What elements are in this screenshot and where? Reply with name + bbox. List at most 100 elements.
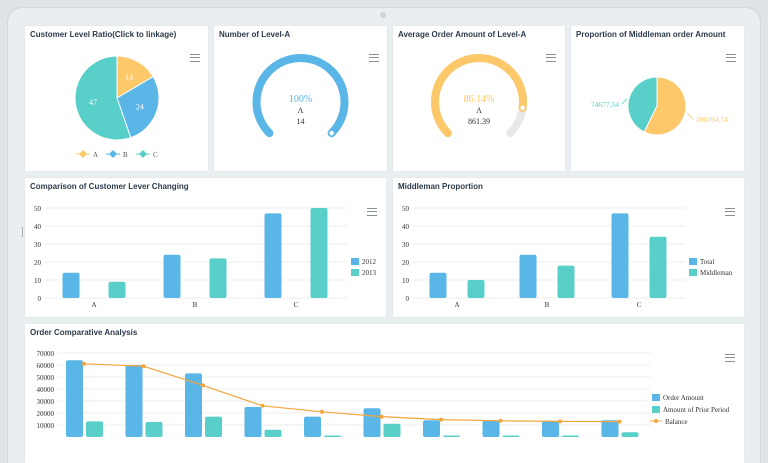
bar-prior-period-10: [621, 432, 639, 437]
balance-point-1: [82, 361, 86, 366]
y-tick-label: 40: [34, 223, 42, 231]
y-tick-label: 60000: [37, 362, 55, 370]
x-tick-label: C: [637, 301, 642, 309]
bar-total-a: [429, 272, 447, 298]
legend-swatch: [652, 406, 660, 413]
panel-title: Middleman Proportion: [398, 182, 483, 191]
bar-order-amount-1: [66, 360, 83, 437]
x-tick-label: B: [193, 301, 198, 309]
legend-label: B: [123, 151, 128, 159]
legend-label: Middleman: [700, 269, 733, 277]
y-tick-label: 70000: [37, 350, 55, 358]
legend-swatch: [689, 269, 697, 276]
bar-prior-period-4: [264, 429, 282, 437]
panel-title: Comparison of Customer Lever Changing: [30, 182, 189, 191]
balance-point-3: [201, 383, 205, 388]
y-tick-label: 20: [34, 259, 42, 267]
panel-middleman-proportion: Middleman Proportion 0 10 20 30 40 50 A B C Total…: [393, 178, 744, 317]
y-tick-label: 20: [402, 259, 410, 267]
middleman-amount-pie[interactable]: 74677.54 100194.74: [571, 26, 744, 171]
camera-dot: [380, 12, 386, 18]
y-tick-label: 50: [34, 205, 42, 213]
y-tick-label: 0: [38, 295, 42, 303]
gauge-percent: 86.14%: [464, 94, 495, 105]
menu-icon[interactable]: [726, 54, 736, 62]
bar-prior-period-1: [86, 421, 103, 437]
menu-icon[interactable]: [725, 208, 735, 216]
gauge-name: A: [298, 106, 304, 115]
pie-slice: [627, 76, 658, 133]
y-tick-label: 10000: [37, 422, 55, 430]
gauge-value: 861.39: [468, 117, 490, 126]
panel-title: Number of Level-A: [219, 30, 291, 39]
bar-total-c: [611, 213, 629, 298]
menu-icon[interactable]: [369, 54, 379, 62]
legend-label: C: [153, 151, 158, 159]
bar-prior-period-7: [443, 435, 460, 437]
panel-number-level-a: Number of Level-A 100% A 14: [214, 26, 387, 171]
x-tick-label: C: [294, 301, 299, 309]
x-tick-label: B: [545, 301, 550, 309]
y-tick-label: 40000: [37, 386, 55, 394]
panel-order-comparative-analysis: Order Comparative Analysis 10000 20000 300…: [25, 324, 744, 463]
bar-middleman-a: [467, 280, 485, 298]
customer-lever-bar-chart[interactable]: 0 10 20 30 40 50 A B C 2012 2013: [25, 178, 386, 317]
y-tick-label: 50: [402, 205, 410, 213]
pie-data-label: 47: [89, 98, 97, 107]
balance-point-9: [558, 419, 562, 424]
bar-order-amount-4: [244, 407, 262, 437]
balance-point-10: [617, 419, 622, 424]
bar-order-amount-3: [185, 373, 202, 437]
balance-point-8: [498, 418, 503, 423]
legend-swatch: [351, 269, 359, 276]
bar-prior-period-3: [205, 416, 222, 437]
panel-title: Order Comparative Analysis: [30, 328, 138, 337]
bar-order-amount-9: [542, 420, 559, 437]
panel-title: Average Order Amount of Level-A: [398, 30, 527, 39]
legend-swatch: [689, 258, 697, 265]
bar-total-b: [519, 254, 537, 298]
menu-icon[interactable]: [725, 354, 735, 362]
pie-slice-b: [116, 75, 160, 139]
x-tick-label: A: [91, 301, 96, 309]
menu-icon[interactable]: [190, 54, 200, 62]
middleman-bar-chart[interactable]: 0 10 20 30 40 50 A B C Total Middleman: [393, 178, 744, 317]
legend-label: 2012: [362, 258, 377, 266]
menu-icon[interactable]: [367, 208, 377, 216]
legend-label: Balance: [665, 418, 688, 426]
y-tick-label: 50000: [37, 374, 55, 382]
legend-swatch: [652, 394, 660, 401]
number-gauge: 100%A 14: [252, 54, 349, 138]
gauge-name: A: [476, 106, 482, 115]
gauge-percent: 100%: [289, 94, 312, 105]
bar-middleman-b: [557, 265, 575, 298]
legend-label: Amount of Prior Period: [663, 406, 730, 414]
bar-prior-period-5: [324, 435, 341, 437]
order-combo-chart[interactable]: 10000200003000040000500006000070000Order…: [25, 324, 744, 463]
bar-order-amount-5: [304, 416, 321, 437]
bar-prior-period-8: [502, 435, 520, 437]
pie-data-label: 74677.54: [591, 100, 619, 109]
y-tick-label: 30: [402, 241, 410, 249]
balance-point-5: [320, 409, 324, 414]
pie-label-line: [621, 98, 628, 105]
pie-slice-c: [74, 55, 132, 141]
legend-swatch: [351, 258, 359, 265]
balance-line: [83, 363, 620, 423]
bar-order-amount-2: [125, 365, 143, 437]
menu-icon[interactable]: [546, 54, 556, 62]
legend-label: A: [93, 151, 98, 159]
x-tick-label: A: [454, 301, 459, 309]
legend-label: Order Amount: [663, 394, 704, 402]
pie-data-label: 24: [136, 102, 144, 111]
bar-order-amount-6: [363, 408, 381, 437]
bar-order-amount-10: [601, 420, 619, 437]
pie-data-label: 14: [125, 73, 133, 82]
bar-2013-a: [108, 281, 126, 298]
customer-level-pie[interactable]: 14 24 47 A B C: [25, 26, 208, 171]
bar-2013-b: [209, 258, 227, 298]
legend-marker: [654, 419, 658, 423]
bar-prior-period-9: [562, 435, 579, 437]
balance-point-6: [379, 414, 384, 419]
gauge-value: 14: [297, 117, 305, 126]
